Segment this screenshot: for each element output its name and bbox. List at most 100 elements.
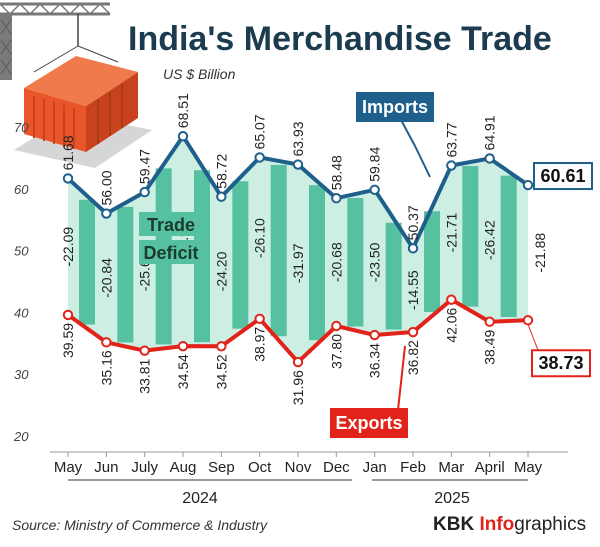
deficit-value-label: -26.42 [482, 220, 498, 260]
import-value-label: 63.93 [290, 121, 306, 156]
deficit-value-label: -24.20 [213, 251, 229, 291]
imports-final-box [533, 162, 593, 191]
brand-logo: KBK Infographics [433, 514, 586, 535]
deficit-bar [500, 175, 517, 317]
deficit-bar [79, 199, 95, 325]
exports-final-box [531, 349, 591, 378]
imports-final-value: 60.61 [540, 166, 585, 186]
exports-point [254, 313, 265, 324]
export-value-label: 37.80 [328, 334, 344, 369]
imports-point [369, 184, 380, 195]
deficit-bar [309, 185, 325, 341]
trade-deficit-label-line2: Deficit [143, 243, 198, 263]
export-value-label: 38.49 [482, 330, 498, 365]
imports-point [522, 179, 534, 191]
imports-legend: Imports [356, 92, 434, 178]
deficit-value-label: -26.10 [252, 218, 268, 258]
x-tick-label: April [475, 459, 505, 476]
y-tick-label: 70 [14, 120, 29, 135]
brand-bold: KBK [433, 514, 479, 535]
trade-deficit-label: Trade Deficit [139, 212, 203, 264]
export-value-label: 34.52 [213, 354, 229, 389]
exports-point [331, 320, 342, 332]
brand-rest: graphics [514, 514, 586, 535]
year-label-2024: 2024 [182, 490, 218, 507]
imports-point [292, 159, 304, 170]
imports-point [216, 191, 227, 202]
import-value-label: 65.07 [252, 114, 268, 149]
exports-point [292, 356, 304, 368]
source-note: Source: Ministry of Commerce & Industry [12, 517, 268, 533]
import-value-label: 50.37 [405, 205, 421, 240]
export-value-label: 34.54 [175, 354, 191, 389]
export-value-label: 36.34 [367, 343, 383, 378]
exports-point [62, 309, 74, 321]
exports-point [522, 315, 534, 326]
imports-point [139, 186, 150, 198]
exports-point [446, 294, 457, 305]
x-tick-label: Aug [170, 459, 197, 476]
deficit-bar [232, 181, 249, 329]
deficit-bar [424, 211, 440, 313]
y-tick-label: 20 [13, 429, 29, 444]
export-value-label: 39.59 [60, 323, 76, 358]
export-value-label: 35.16 [98, 350, 114, 385]
y-tick-label: 60 [14, 182, 29, 197]
x-tick-label: Mar [438, 459, 464, 476]
shipping-container-icon [0, 2, 152, 168]
deficit-bar [462, 166, 479, 307]
import-value-label: 58.48 [328, 155, 344, 190]
y-axis: 20 30 40 50 60 70 [13, 120, 29, 444]
deficit-bar [347, 198, 364, 327]
deficit-value-label: -20.84 [98, 258, 114, 298]
exports-point [101, 337, 112, 348]
import-value-label: 64.91 [482, 115, 498, 150]
x-tick-label: Nov [285, 459, 312, 476]
imports-point [484, 153, 495, 164]
exports-point [369, 329, 380, 341]
year-brackets: 2024 2025 [68, 479, 528, 507]
imports-legend-label: Imports [362, 97, 428, 117]
x-axis-ticks: May Jun July Aug Sep Oct Nov Dec Jan Feb Mar April M… [54, 452, 543, 476]
imports-point [177, 131, 189, 142]
imports-point [331, 192, 342, 204]
imports-point [446, 160, 457, 171]
trade-deficit-band [68, 136, 528, 363]
import-value-label: 58.72 [213, 153, 229, 188]
series-lines [62, 131, 534, 368]
import-value-label: 59.84 [367, 147, 383, 182]
x-tick-label: Feb [400, 459, 426, 476]
deficit-value-label: -20.68 [328, 242, 344, 282]
export-value-label: 33.81 [137, 358, 153, 393]
exports-point [484, 316, 495, 327]
x-tick-label: Sep [208, 459, 235, 476]
exports-point [216, 341, 227, 352]
x-tick-label: Dec [323, 459, 350, 476]
import-value-label: 61.68 [60, 135, 76, 170]
import-value-label: 68.51 [175, 93, 191, 128]
brand-accent: Info [479, 514, 514, 535]
x-tick-label: May [514, 459, 543, 476]
deficit-bar [117, 206, 134, 343]
imports-point [254, 152, 265, 163]
exports-point [407, 326, 419, 338]
y-tick-label: 30 [14, 367, 29, 382]
exports-final-leader [527, 324, 539, 351]
data-labels: 61.68 39.59 56.00 35.16 59.47 33.81 68.51 34.54… [60, 93, 593, 405]
x-tick-label: May [54, 459, 83, 476]
exports-final-value: 38.73 [538, 353, 583, 373]
deficit-band-area [68, 136, 528, 363]
imports-point [62, 173, 74, 184]
exports-point [177, 340, 189, 352]
export-value-label: 36.82 [405, 340, 421, 375]
import-value-label: 63.77 [443, 122, 459, 157]
x-tick-label: July [131, 459, 158, 476]
export-value-label: 31.96 [290, 370, 306, 405]
year-label-2025: 2025 [434, 490, 470, 507]
imports-point [407, 243, 419, 254]
export-value-label: 38.97 [252, 327, 268, 362]
import-value-label: 59.47 [137, 149, 153, 184]
exports-legend-label: Exports [335, 413, 402, 433]
